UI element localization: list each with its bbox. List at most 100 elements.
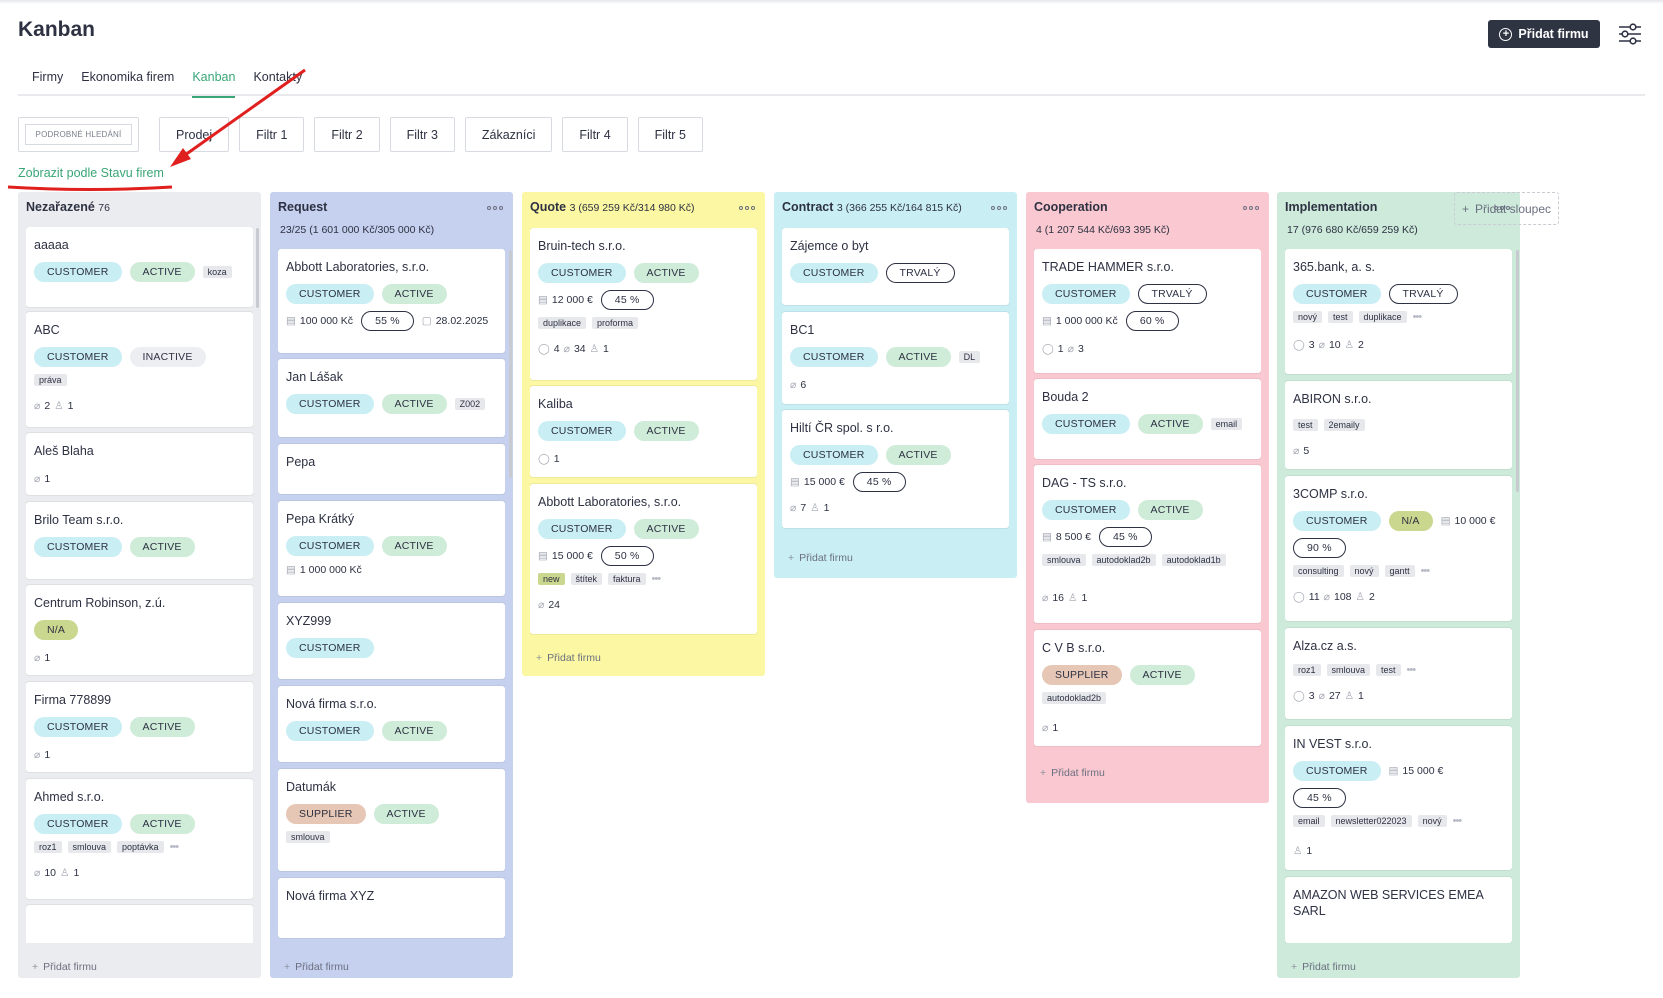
probability-chip: 45 % <box>852 472 906 492</box>
company-card[interactable]: Brilo Team s.r.o. CUSTOMER ACTIVE <box>26 502 253 579</box>
company-card[interactable]: Nová firma s.r.o. CUSTOMER ACTIVE <box>278 686 505 762</box>
company-card[interactable]: Pepa <box>278 444 505 494</box>
add-company-button[interactable]: + Přidat firmu <box>1488 20 1600 48</box>
type-chip: CUSTOMER <box>34 814 122 834</box>
company-card[interactable]: Aleš Blaha ⌀ 1 <box>26 433 253 495</box>
person-icon: ♙ <box>589 343 600 355</box>
more-tags-icon[interactable]: ••• <box>1420 565 1431 577</box>
company-card[interactable]: XYZ999 CUSTOMER <box>278 603 505 679</box>
filter-4[interactable]: Filtr 4 <box>562 117 628 152</box>
company-card[interactable]: Ahmed s.r.o. CUSTOMER ACTIVE roz1 smlouva p… <box>26 779 253 899</box>
company-card[interactable]: ABIRON s.r.o. test 2emaily ⌀ 5 <box>1285 381 1512 469</box>
column-menu-icon[interactable] <box>487 206 503 212</box>
column-menu-icon[interactable] <box>1243 206 1259 212</box>
company-card[interactable]: Abbott Laboratories, s.r.o. CUSTOMER ACTI… <box>278 249 505 353</box>
type-chip: CUSTOMER <box>286 394 374 414</box>
company-card[interactable]: TRADE HAMMER s.r.o. CUSTOMER TRVALÝ ▤ 1 00… <box>1034 249 1261 373</box>
contact-count: 1 <box>73 867 80 879</box>
add-firm-link[interactable]: + Přidat firmu <box>284 961 349 973</box>
attachment-count: 108 <box>1334 591 1352 603</box>
company-card[interactable]: 365.bank, a. s. CUSTOMER TRVALÝ nový test d… <box>1285 249 1512 374</box>
status-chip: ACTIVE <box>129 814 195 834</box>
column-title: Contract 3 (366 255 Kč/164 815 Kč) <box>782 200 1009 214</box>
company-card[interactable]: Bouda 2 CUSTOMER ACTIVE email <box>1034 379 1261 459</box>
column-scrollbar[interactable] <box>256 228 259 308</box>
contact-count: 1 <box>1358 690 1364 702</box>
filter-1[interactable]: Filtr 1 <box>239 117 305 152</box>
add-firm-link[interactable]: + Přidat firmu <box>1040 767 1105 779</box>
tag: DL <box>958 351 981 363</box>
more-tags-icon[interactable]: ••• <box>1412 311 1423 323</box>
company-card[interactable]: Nová firma XYZ <box>278 878 505 938</box>
calendar-icon: ▢ <box>421 315 432 327</box>
add-firm-link[interactable]: + Přidat firmu <box>1291 961 1356 973</box>
company-card[interactable]: 3COMP s.r.o. CUSTOMER N/A ▤ 10 000 € 90 % c… <box>1285 476 1512 621</box>
more-tags-icon[interactable]: ••• <box>169 841 180 853</box>
column-scrollbar[interactable] <box>509 250 512 478</box>
column-menu-icon[interactable] <box>739 206 755 212</box>
comment-icon: ◯ <box>1293 690 1305 702</box>
filter-2[interactable]: Filtr 2 <box>314 117 380 152</box>
company-card[interactable]: Datumák SUPPLIER ACTIVE smlouva <box>278 769 505 871</box>
company-card[interactable]: Pepa Krátký CUSTOMER ACTIVE ▤ 1 000 000 Kč <box>278 501 505 596</box>
column-cooperation: Cooperation 4 (1 207 544 Kč/693 395 Kč) … <box>1026 192 1269 803</box>
attachment-count: 7 <box>800 502 807 514</box>
company-card[interactable]: Jan Lášak CUSTOMER ACTIVE Z002 <box>278 359 505 437</box>
status-view-link[interactable]: Zobrazit podle Stavu firem <box>18 166 164 180</box>
company-card[interactable]: BC1 CUSTOMER ACTIVE DL ⌀ 6 <box>782 312 1009 404</box>
company-card[interactable]: Abbott Laboratories, s.r.o. CUSTOMER ACTI… <box>530 484 757 634</box>
filter-zakaznici[interactable]: Zákazníci <box>464 117 553 152</box>
comment-count: 11 <box>1308 591 1320 603</box>
tag: test <box>1293 419 1318 431</box>
person-icon: ♙ <box>60 867 70 879</box>
tag: 2emaily <box>1323 419 1365 431</box>
column-menu-icon[interactable] <box>991 206 1007 212</box>
company-card[interactable]: ABC CUSTOMER INACTIVE práva ⌀ 2 ♙ 1 <box>26 312 253 427</box>
more-tags-icon[interactable]: ••• <box>651 573 662 585</box>
tag: smlouva <box>1042 554 1086 566</box>
company-card[interactable]: Centrum Robinson, z.ú. N/A ⌀ 1 <box>26 585 253 675</box>
company-card[interactable]: AMAZON WEB SERVICES EMEA SARL <box>1285 877 1512 943</box>
company-card[interactable]: C V B s.r.o. SUPPLIER ACTIVE autodoklad2b… <box>1034 630 1261 746</box>
filter-3[interactable]: Filtr 3 <box>389 117 455 152</box>
type-chip: N/A <box>34 620 79 640</box>
add-firm-link[interactable]: + Přidat firmu <box>788 552 853 564</box>
advanced-search-button[interactable]: PODROBNÉ HLEDÁNÍ <box>18 117 139 152</box>
deal-value: 100 000 Kč <box>299 315 354 327</box>
column-scrollbar[interactable] <box>1516 250 1519 492</box>
deal-date: 28.02.2025 <box>435 315 489 327</box>
tag: roz1 <box>34 841 62 853</box>
company-name: IN VEST s.r.o. <box>1293 737 1372 751</box>
settings-sliders-icon[interactable] <box>1617 22 1643 46</box>
company-card[interactable]: Firma 778899 CUSTOMER ACTIVE ⌀ 1 <box>26 682 253 772</box>
filter-prodej[interactable]: Prodej <box>159 117 230 152</box>
tab-kanban[interactable]: Kanban <box>192 68 244 98</box>
tab-ekonomika-firem[interactable]: Ekonomika firem <box>81 70 175 84</box>
add-column-button[interactable]: + Přidat sloupec <box>1454 192 1559 225</box>
column-request: Request 23/25 (1 601 000 Kč/305 000 Kč) … <box>270 192 513 978</box>
more-tags-icon[interactable]: ••• <box>1452 815 1463 827</box>
add-firm-link[interactable]: + Přidat firmu <box>536 652 601 664</box>
company-card[interactable]: Kaliba CUSTOMER ACTIVE ◯ 1 <box>530 386 757 477</box>
column-title: Cooperation <box>1034 200 1261 214</box>
attachment-count: 16 <box>1052 592 1065 604</box>
add-column-label: Přidat sloupec <box>1474 201 1552 216</box>
company-card[interactable]: DAG - TS s.r.o. CUSTOMER ACTIVE ▤ 8 500 € 4… <box>1034 465 1261 623</box>
column-menu-icon[interactable] <box>1494 206 1510 212</box>
company-card[interactable]: Alza.cz a.s. roz1 smlouva test ••• ◯ 3 ⌀ 27 ♙ 1 <box>1285 628 1512 719</box>
company-card[interactable]: Zájemce o byt CUSTOMER TRVALÝ <box>782 228 1009 305</box>
company-card[interactable]: Bruin-tech s.r.o. CUSTOMER ACTIVE ▤ 12 000… <box>530 228 757 380</box>
company-card[interactable]: aaaaa CUSTOMER ACTIVE koza <box>26 227 253 307</box>
company-card[interactable] <box>26 905 253 943</box>
type-chip: CUSTOMER <box>1042 284 1130 304</box>
status-chip: ACTIVE <box>1137 414 1203 434</box>
tab-firmy[interactable]: Firmy <box>32 70 64 84</box>
company-card[interactable]: Hiltí ČR spol. s r.o. CUSTOMER ACTIVE ▤ 15… <box>782 410 1009 528</box>
company-card[interactable]: IN VEST s.r.o. CUSTOMER ▤ 15 000 € 45 % em… <box>1285 726 1512 870</box>
add-firm-link[interactable]: + Přidat firmu <box>32 961 97 973</box>
filter-5[interactable]: Filtr 5 <box>637 117 703 152</box>
attachment-icon: ⌀ <box>34 749 41 761</box>
attachment-count: 34 <box>573 343 586 355</box>
more-tags-icon[interactable]: ••• <box>1406 664 1417 676</box>
company-name: Bruin-tech s.r.o. <box>538 239 626 253</box>
